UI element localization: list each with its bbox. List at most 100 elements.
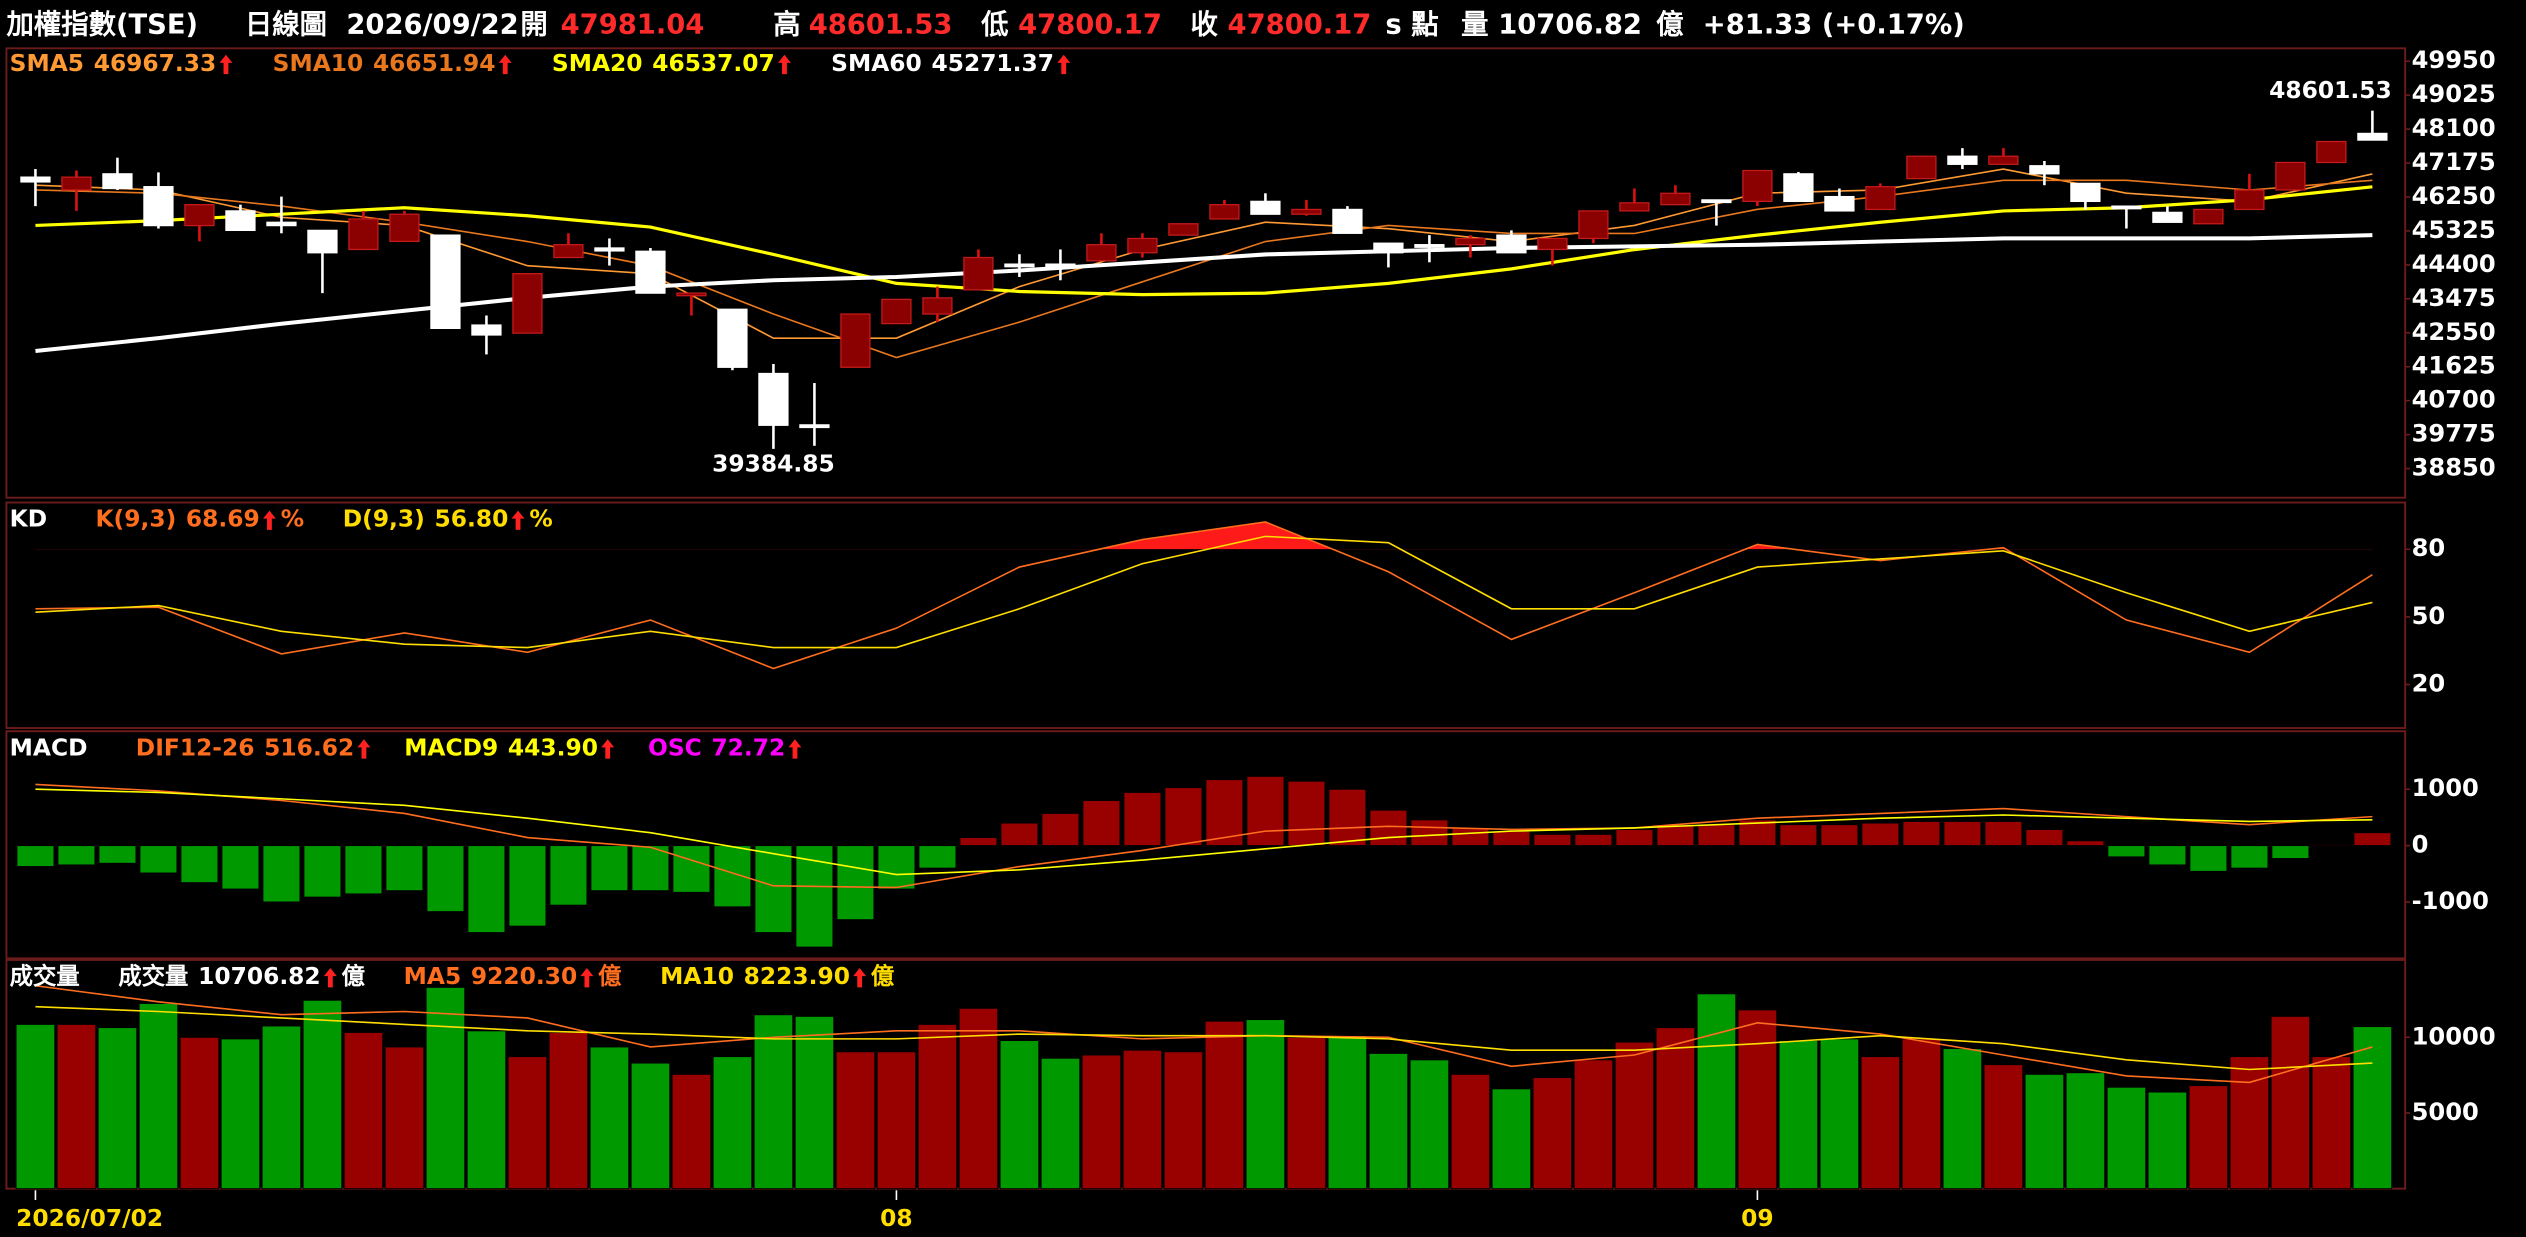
volume-bar — [1204, 1020, 1245, 1190]
line-series — [35, 535, 2373, 649]
period: 日線圖 — [245, 8, 327, 40]
y-tick-label: 49025 — [2412, 80, 2496, 108]
high-label: 高 — [773, 8, 800, 40]
candle-body — [635, 250, 666, 294]
osc-bar — [2025, 828, 2064, 847]
y-tick-label: 50 — [2412, 602, 2446, 630]
osc-bar — [1082, 800, 1121, 847]
candle-body — [2193, 208, 2224, 225]
candle-body — [594, 247, 625, 252]
volume-bar — [1860, 1056, 1901, 1190]
osc-bar — [1410, 819, 1449, 847]
up-arrow — [1057, 54, 1071, 75]
osc-bar — [1287, 780, 1326, 847]
candle-body — [20, 176, 51, 183]
legend-name: 成交量 — [118, 962, 188, 990]
osc-bar — [631, 845, 670, 892]
volume-bar — [753, 1014, 794, 1190]
volume-bar — [958, 1007, 999, 1190]
volume-bar — [1614, 1041, 1655, 1190]
legend-value: 46967.33 — [94, 49, 217, 77]
legend-value: 68.69 — [186, 505, 260, 533]
up-arrow — [778, 54, 791, 75]
osc-bar — [836, 845, 875, 921]
volume-bar — [876, 1051, 917, 1190]
volume-bar — [917, 1023, 958, 1190]
volume-bar — [2188, 1085, 2229, 1190]
legend-name: OSC — [648, 733, 702, 761]
y-tick-label: 40700 — [2412, 386, 2496, 414]
osc-bar — [2353, 832, 2392, 847]
candle-body — [102, 173, 133, 190]
osc-bar — [754, 845, 793, 934]
legend-value: 56.80 — [435, 505, 509, 533]
y-tick-label: -1000 — [2412, 887, 2489, 915]
volume-bar — [1491, 1088, 1532, 1190]
volume-bar — [835, 1051, 876, 1190]
osc-bar — [1123, 791, 1162, 847]
panel-title: 成交量 — [10, 962, 80, 990]
candle-body — [1373, 242, 1404, 254]
osc-bar — [2312, 843, 2351, 847]
volume-bar — [1983, 1064, 2024, 1190]
candle-body — [717, 308, 748, 368]
osc-bar — [877, 845, 916, 890]
osc-bar — [1984, 820, 2023, 847]
volume-bar — [1655, 1027, 1696, 1190]
candle-body — [307, 229, 338, 254]
y-tick-label: 80 — [2412, 534, 2446, 562]
panel-title: MACD — [10, 733, 88, 761]
line-series — [35, 1005, 2373, 1071]
point-unit: s 點 — [1385, 9, 1438, 40]
osc-bar — [2107, 845, 2146, 858]
y-tick-label: 47175 — [2412, 148, 2496, 176]
osc-bar — [385, 845, 424, 892]
volume-bar — [261, 1025, 302, 1190]
candle-body — [2152, 211, 2183, 223]
y-tick-label: 38850 — [2412, 454, 2496, 482]
y-tick-label: 39775 — [2412, 420, 2496, 448]
panel-frame — [5, 47, 2407, 499]
volume-bar — [56, 1023, 97, 1190]
legend-unit: 億 — [871, 962, 895, 990]
volume-bar — [999, 1040, 1040, 1190]
candle-body — [143, 186, 174, 227]
y-tick-label: 0 — [2412, 831, 2429, 859]
candle-body — [1824, 195, 1855, 212]
volume-bar — [1040, 1057, 1081, 1190]
osc-bar — [549, 845, 588, 906]
volume-bar — [1696, 993, 1737, 1190]
osc-bar — [98, 845, 137, 864]
legend-value: 45271.37 — [931, 49, 1054, 77]
osc-bar — [1615, 828, 1654, 847]
legend-name: DIF12-26 — [136, 733, 255, 761]
up-arrow — [580, 968, 594, 988]
candle-body — [1742, 169, 1773, 203]
osc-bar — [57, 845, 96, 866]
up-arrow — [853, 968, 867, 988]
up-arrow — [788, 739, 802, 759]
legend-name: SMA20 — [552, 49, 643, 77]
volume-bar — [671, 1073, 712, 1190]
volume-bar — [2229, 1056, 2270, 1190]
osc-bar — [139, 845, 178, 874]
close-label: 收 — [1191, 9, 1219, 40]
volume-bar — [1409, 1059, 1450, 1190]
candle-body — [881, 298, 912, 325]
candle-body — [553, 244, 584, 259]
candle-body — [389, 213, 420, 243]
volume-bar — [302, 999, 343, 1190]
candle-body — [1578, 210, 1609, 240]
x-tick-label: 08 — [880, 1204, 913, 1232]
volume-bar — [630, 1062, 671, 1190]
volume-bar — [2147, 1091, 2188, 1190]
volume-bar — [138, 1002, 179, 1190]
osc-bar — [1041, 812, 1080, 847]
candle-body — [2316, 140, 2347, 164]
candle-body — [225, 210, 256, 232]
legend-value: 9220.30 — [471, 962, 577, 990]
up-arrow — [601, 739, 615, 759]
volume-value: 10706.82 — [1498, 9, 1642, 40]
close-value: 47800.17 — [1228, 9, 1372, 40]
low-label: 39384.85 — [712, 450, 835, 478]
